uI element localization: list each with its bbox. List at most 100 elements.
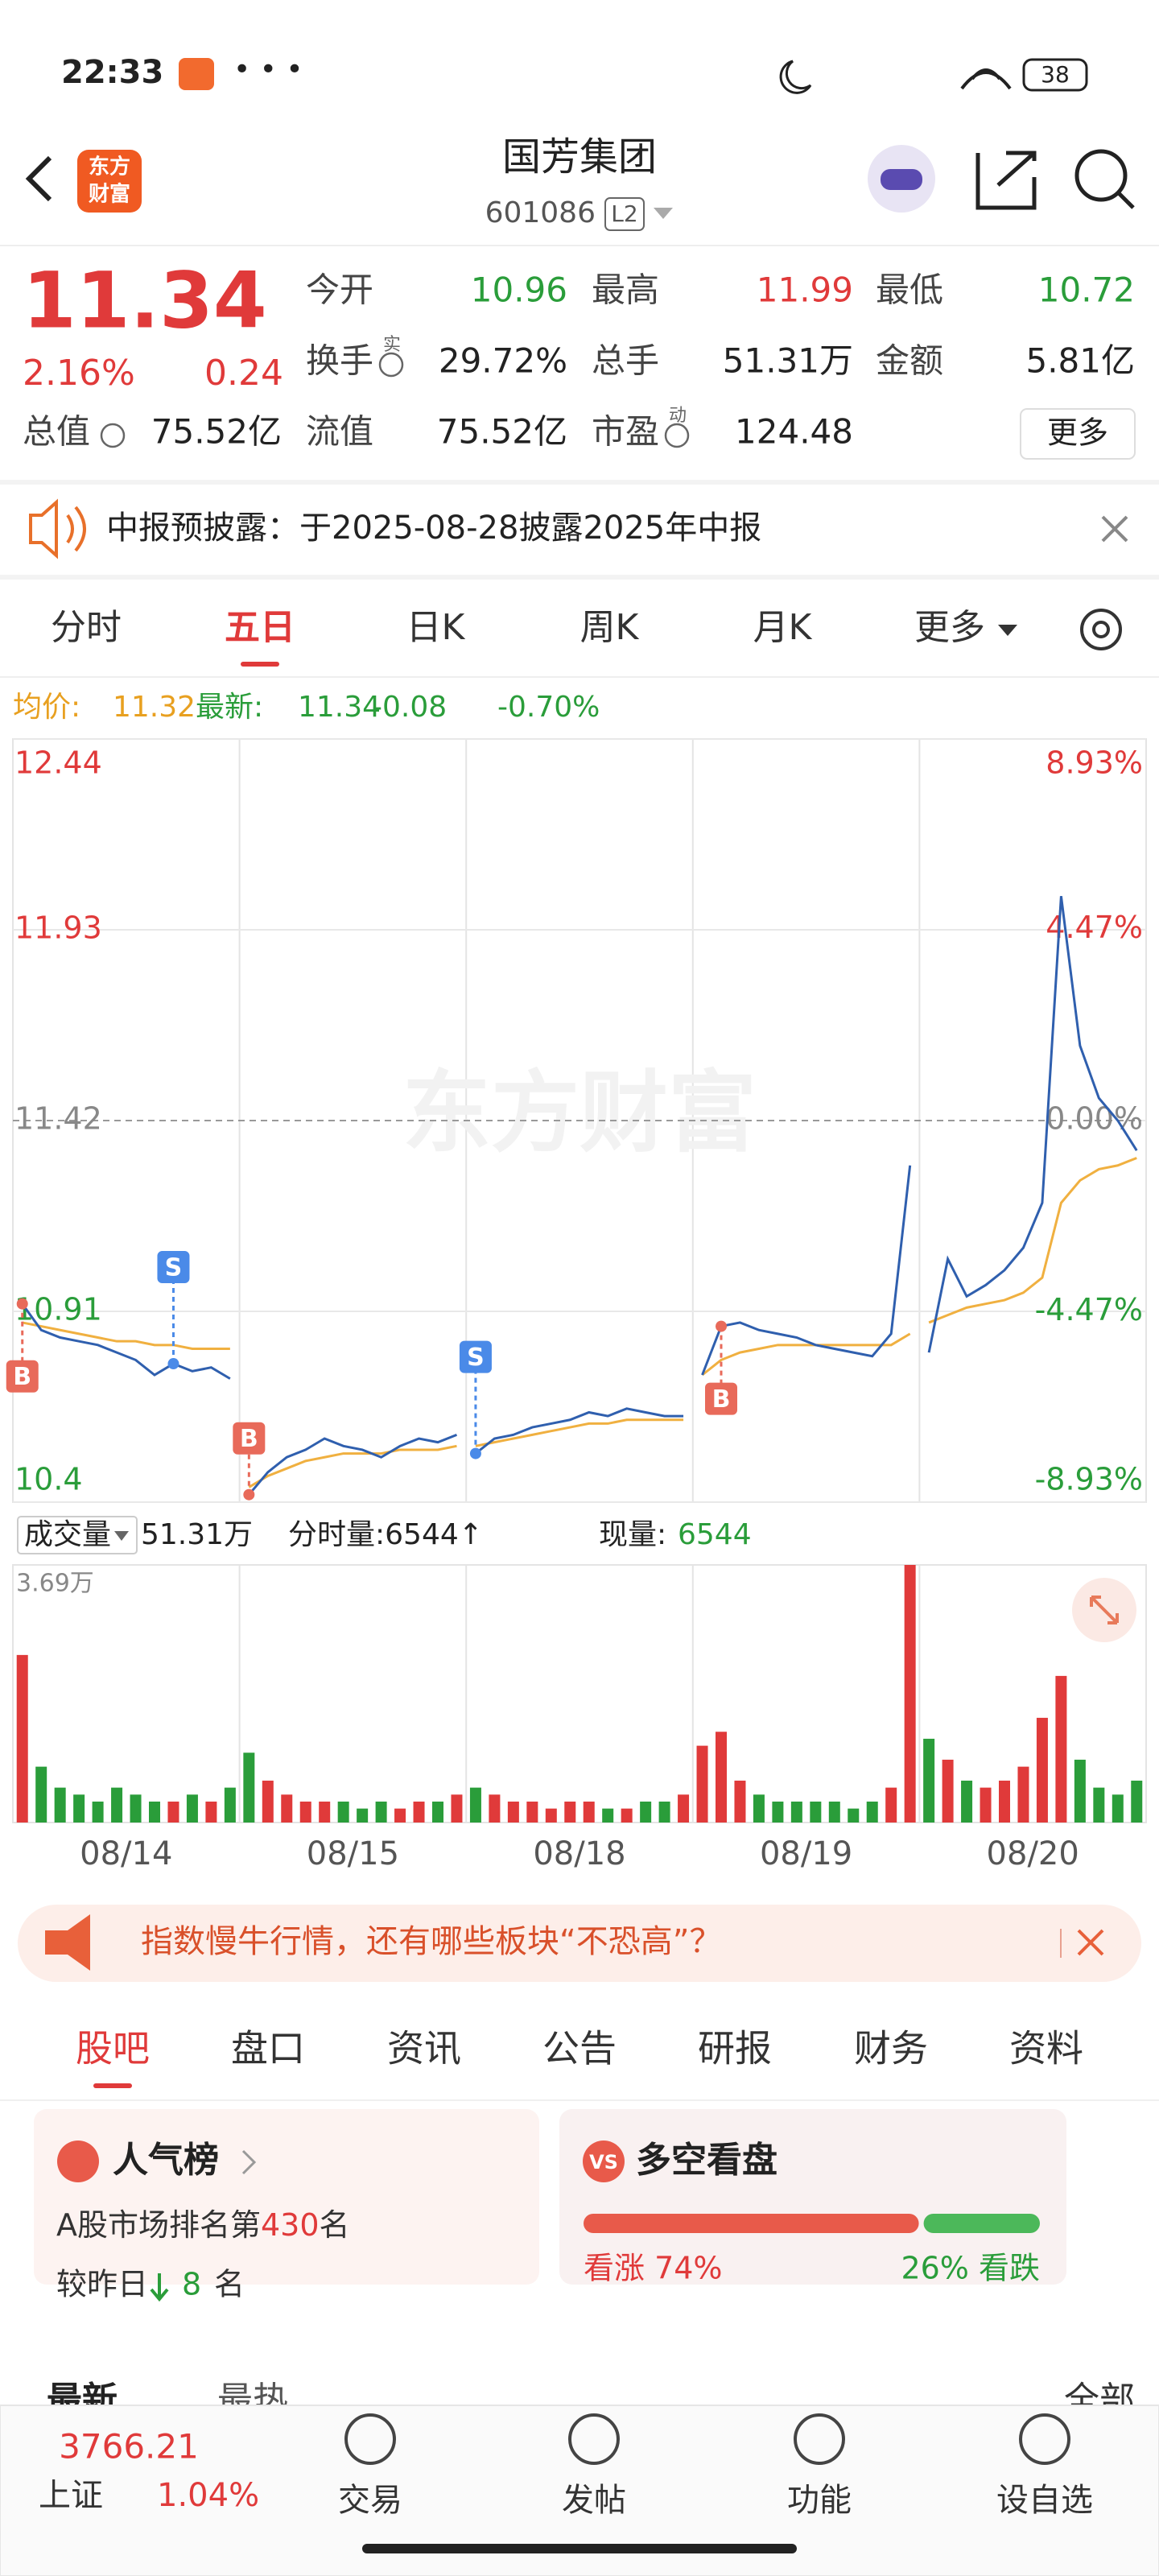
volume-bar — [790, 1801, 802, 1823]
field-value: 10.72 — [1038, 270, 1135, 310]
rank-line-part: 430 — [261, 2207, 320, 2243]
field-value: 5.81亿 — [1025, 341, 1135, 381]
tab[interactable]: 周K — [580, 607, 640, 648]
tab[interactable]: 日K — [406, 607, 466, 648]
marker-badge — [233, 1422, 266, 1455]
volume-bar — [640, 1801, 652, 1823]
field-value: 10.96 — [471, 270, 567, 310]
nav-item[interactable]: 功能 — [787, 2482, 852, 2519]
volume-frame — [12, 1564, 1147, 1823]
nav-icon — [1019, 2413, 1070, 2465]
more-button-text[interactable]: 更多 — [1047, 415, 1108, 451]
marker-badge — [157, 1251, 190, 1284]
volume-bar — [16, 1654, 28, 1823]
sub-tab[interactable]: 资料 — [1009, 2027, 1083, 2070]
field-label: 市盈 — [592, 412, 659, 452]
logo-text: 东方 — [89, 155, 130, 180]
y-tick-label: 10.4 — [14, 1462, 83, 1497]
nav-item[interactable]: 交易 — [338, 2482, 402, 2519]
watermark: 东方财富 — [402, 1061, 757, 1164]
status-time: 22:33 — [61, 54, 163, 91]
tab[interactable]: 月K — [753, 607, 813, 648]
marker-dot — [716, 1320, 727, 1332]
tab[interactable]: 分时 — [51, 607, 122, 648]
sub-tab[interactable]: 公告 — [542, 2027, 617, 2070]
marker-dot — [16, 1298, 28, 1310]
field-label: 总值 — [23, 412, 90, 452]
volume-bar — [375, 1801, 387, 1823]
rank-title[interactable]: 人气榜 — [113, 2140, 219, 2181]
info-icon — [100, 423, 126, 448]
volume-bar — [810, 1801, 822, 1823]
logo-text: 财富 — [89, 182, 130, 207]
volume-bar — [1112, 1794, 1124, 1823]
field-value: 124.48 — [735, 412, 853, 452]
dropdown-arrow — [654, 208, 673, 219]
nav-item[interactable]: 设自选 — [996, 2482, 1093, 2519]
volume-bar — [1093, 1787, 1105, 1823]
bull-label: 看涨 74% — [584, 2251, 723, 2286]
sub-tab[interactable]: 盘口 — [231, 2027, 305, 2070]
home-indicator — [362, 2544, 797, 2553]
sub-tab[interactable]: 研报 — [698, 2027, 772, 2070]
sub-tab[interactable]: 股吧 — [76, 2027, 150, 2070]
volume-bar — [980, 1787, 992, 1823]
volume-bar — [753, 1794, 765, 1823]
volume-bar — [1017, 1766, 1029, 1823]
down-arrow — [150, 2273, 169, 2302]
volume-bar — [167, 1801, 179, 1823]
volume-bar — [186, 1794, 198, 1823]
price-line — [22, 1157, 1137, 1488]
tab[interactable]: 五日 — [225, 607, 295, 648]
divider — [0, 676, 1159, 678]
chevron — [241, 2149, 257, 2175]
marker-label: B — [13, 1363, 31, 1391]
y2-tick-label: -4.47% — [1035, 1292, 1143, 1327]
divider — [0, 2099, 1159, 2101]
tab[interactable]: 更多 — [914, 607, 985, 648]
last-change-pct: -0.70% — [497, 691, 600, 724]
volume-bar — [92, 1801, 104, 1823]
volume-bar — [885, 1787, 897, 1823]
app-icon — [179, 58, 214, 90]
volume-bar — [961, 1780, 973, 1823]
sub-tab[interactable]: 财务 — [854, 2027, 928, 2070]
date-label: 08/19 — [760, 1835, 852, 1872]
sub-tab[interactable]: 资讯 — [387, 2027, 461, 2070]
rank-line: A股市场排名第430名 — [56, 2207, 350, 2243]
sentiment-title[interactable]: 多空看盘 — [636, 2140, 777, 2181]
marker-badge — [705, 1382, 737, 1415]
volume-bar — [281, 1794, 293, 1823]
volume-bar — [35, 1766, 47, 1823]
volume-bar — [243, 1752, 255, 1823]
nav-item[interactable]: 发帖 — [562, 2482, 626, 2519]
bull-bar — [584, 2214, 919, 2233]
volume-bar — [942, 1759, 954, 1823]
field-label: 金额 — [876, 341, 943, 381]
avg-label: 均价: — [13, 691, 80, 724]
field-value: 51.31万 — [723, 341, 853, 381]
volume-bar — [319, 1801, 331, 1823]
volume-bar — [621, 1808, 633, 1823]
nav-icon — [794, 2413, 845, 2465]
volume-bar — [149, 1801, 160, 1823]
nav-icon — [344, 2413, 396, 2465]
info-icon — [378, 352, 404, 378]
dropdown-arrow — [998, 625, 1017, 636]
change-pct: 2.16% — [23, 353, 135, 394]
more-dots: • • • — [233, 53, 303, 86]
settings-button — [1080, 609, 1122, 650]
sub-tab-underline — [93, 2083, 132, 2088]
tab-underline — [241, 662, 279, 667]
y-tick-label: 10.91 — [14, 1292, 102, 1327]
price-line — [21, 895, 1138, 1496]
index-value[interactable]: 3766.21 — [59, 2427, 199, 2467]
volume-title[interactable]: 成交量 — [24, 1518, 111, 1551]
field-value: 11.99 — [757, 270, 853, 310]
field-value: 75.52亿 — [437, 412, 567, 452]
ad-text[interactable]: 指数慢牛行情，还有哪些板块“不恐高”？ — [141, 1923, 721, 1960]
volume-selector — [17, 1516, 138, 1554]
marker-label: S — [165, 1254, 183, 1282]
moon-icon — [779, 60, 812, 94]
